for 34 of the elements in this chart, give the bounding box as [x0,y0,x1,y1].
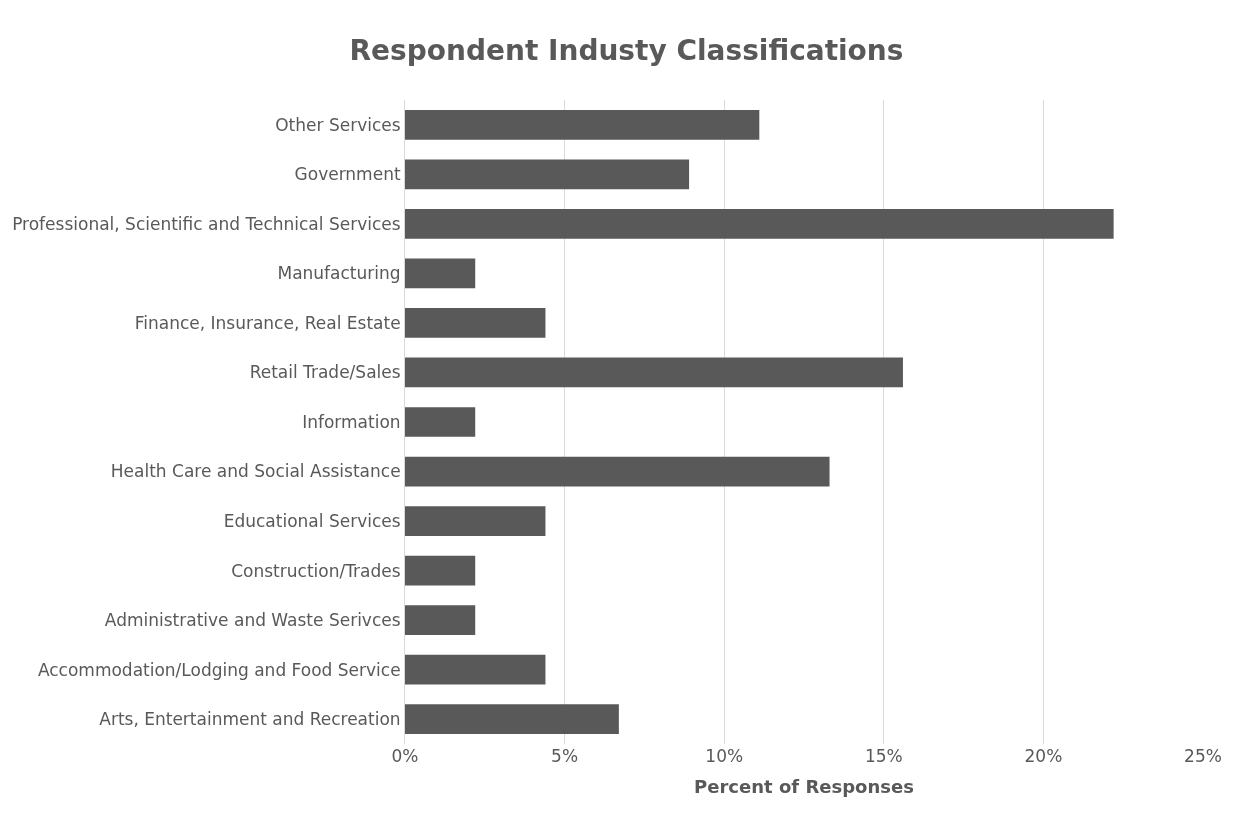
x-tick-label: 5% [551,746,579,766]
x-tick-label: 10% [705,746,744,766]
bar [405,308,546,338]
chart-title: Respondent Industy Classifications [349,34,904,68]
bar [405,456,830,487]
y-tick-label: Health Care and Social Assistance [110,461,401,482]
x-tick-label: 15% [864,746,903,766]
x-axis-title: Percent of Responses [694,776,914,798]
bar [405,555,476,586]
y-tick-label: Administrative and Waste Serivces [104,610,401,631]
bar [405,258,476,289]
bar [405,605,476,636]
x-tick-label: 0% [391,746,419,766]
bar [405,159,690,190]
y-tick-label: Professional, Scientific and Technical Services [12,213,401,234]
bar [405,357,903,388]
bar [405,109,760,140]
y-tick-label: Finance, Insurance, Real Estate [134,312,401,333]
y-tick-label: Accommodation/Lodging and Food Service [37,659,401,680]
bar [405,506,546,536]
bar [405,407,476,437]
y-tick-label: Government [294,164,401,185]
y-tick-label: Retail Trade/Sales [249,362,401,383]
y-tick-label: Educational Services [223,511,401,532]
bar [405,208,1114,239]
y-tick-label: Construction/Trades [231,560,401,581]
x-tick-label: 20% [1024,746,1063,766]
y-tick-label: Arts, Entertainment and Recreation [99,709,401,730]
y-tick-label: Other Services [275,114,401,135]
bar [405,654,546,685]
y-tick-label: Manufacturing [277,263,401,284]
bar [405,704,619,735]
x-tick-label: 25% [1184,746,1222,766]
y-tick-label: Information [302,411,401,432]
